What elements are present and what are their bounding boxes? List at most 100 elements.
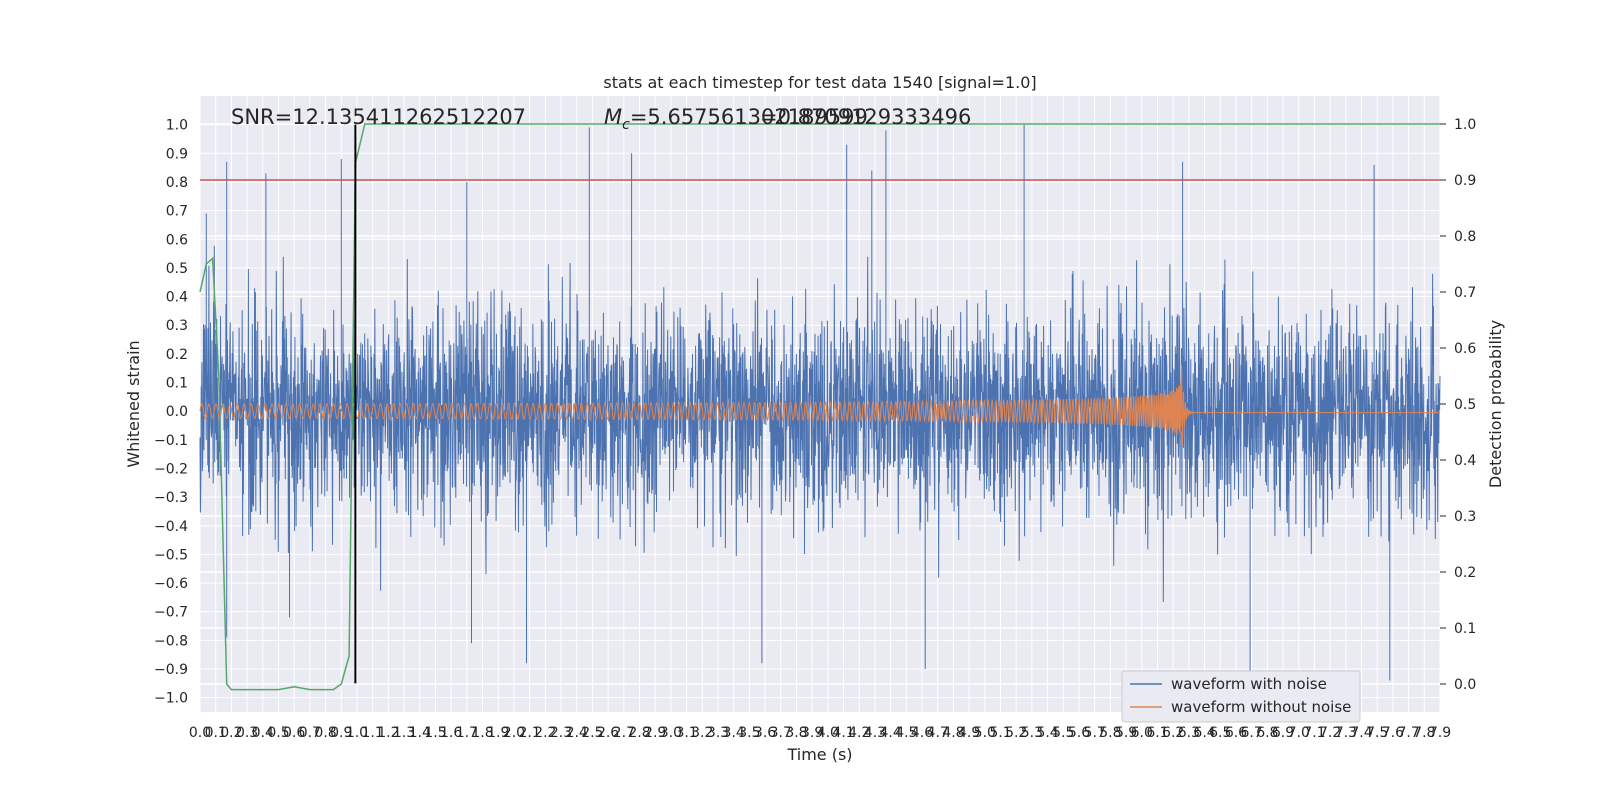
x-tick-label: 5.6 bbox=[1068, 725, 1090, 741]
x-tick-label: 0.5 bbox=[267, 725, 289, 741]
legend-box bbox=[1121, 670, 1361, 723]
x-tick-label: 7.1 bbox=[1303, 725, 1325, 741]
x-tick-label: 7.3 bbox=[1335, 725, 1357, 741]
x-tick-label: 5.9 bbox=[1115, 725, 1137, 741]
x-tick-label: 4.1 bbox=[832, 725, 854, 741]
y2-tick-label: 0.8 bbox=[1454, 229, 1476, 245]
y-tick-label: 0.8 bbox=[166, 175, 188, 191]
x-tick-label: 1.8 bbox=[471, 725, 493, 741]
x-tick-label: 3.2 bbox=[691, 725, 713, 741]
y2-tick-label: 0.0 bbox=[1454, 677, 1476, 693]
y-tick-label: 0.5 bbox=[166, 261, 188, 277]
x-tick-label: 3.7 bbox=[770, 725, 792, 741]
x-tick-label: 2.3 bbox=[550, 725, 572, 741]
x-tick-label: 4.0 bbox=[817, 725, 839, 741]
x-tick-label: 3.8 bbox=[785, 725, 807, 741]
legend: waveform with noise waveform without noi… bbox=[1121, 670, 1361, 723]
x-tick-label: 4.8 bbox=[942, 725, 964, 741]
x-tick-label: 7.0 bbox=[1288, 725, 1310, 741]
x-tick-label: 4.9 bbox=[958, 725, 980, 741]
y-tick-label: −0.6 bbox=[154, 576, 188, 592]
x-tick-label: 2.4 bbox=[566, 725, 588, 741]
x-tick-label: 5.2 bbox=[1005, 725, 1027, 741]
x-tick-label: 1.7 bbox=[456, 725, 478, 741]
y-tick-label: 0.2 bbox=[166, 347, 188, 363]
x-tick-label: 6.7 bbox=[1241, 725, 1263, 741]
x-tick-label: 7.8 bbox=[1413, 725, 1435, 741]
y-axis-label: Whitened strain bbox=[124, 340, 143, 467]
x-tick-label: 4.5 bbox=[895, 725, 917, 741]
y-tick-label: 0.0 bbox=[166, 404, 188, 420]
legend-label-with-noise: waveform with noise bbox=[1171, 675, 1327, 693]
x-tick-label: 1.1 bbox=[362, 725, 384, 741]
x-axis-ticks: 0.00.10.20.30.40.50.60.70.80.91.01.11.21… bbox=[189, 725, 1451, 741]
series-waveform-with-noise bbox=[199, 124, 1441, 681]
x-tick-label: 0.9 bbox=[330, 725, 352, 741]
x-tick-label: 3.9 bbox=[801, 725, 823, 741]
x-tick-label: 3.3 bbox=[707, 725, 729, 741]
x-tick-label: 1.9 bbox=[487, 725, 509, 741]
y-tick-label: −1.0 bbox=[154, 691, 188, 707]
x-tick-label: 0.6 bbox=[283, 725, 305, 741]
x-tick-label: 1.2 bbox=[377, 725, 399, 741]
x-tick-label: 6.2 bbox=[1162, 725, 1184, 741]
x-tick-label: 4.3 bbox=[864, 725, 886, 741]
x-tick-label: 0.3 bbox=[236, 725, 258, 741]
x-tick-label: 6.1 bbox=[1146, 725, 1168, 741]
x-tick-label: 4.7 bbox=[927, 725, 949, 741]
x-tick-label: 6.5 bbox=[1209, 725, 1231, 741]
y2-tick-label: 0.2 bbox=[1454, 565, 1476, 581]
x-tick-label: 2.1 bbox=[518, 725, 540, 741]
y2-tick-label: 0.6 bbox=[1454, 341, 1476, 357]
x-tick-label: 7.4 bbox=[1350, 725, 1372, 741]
y-tick-label: 0.9 bbox=[166, 146, 188, 162]
x-tick-label: 7.5 bbox=[1366, 725, 1388, 741]
x-tick-label: 7.2 bbox=[1319, 725, 1341, 741]
x-tick-label: 0.8 bbox=[314, 725, 336, 741]
y2-tick-label: 0.4 bbox=[1454, 453, 1476, 469]
x-tick-label: 6.3 bbox=[1178, 725, 1200, 741]
x-tick-label: 0.4 bbox=[252, 725, 274, 741]
y2-tick-label: 0.9 bbox=[1454, 173, 1476, 189]
x-tick-label: 1.0 bbox=[346, 725, 368, 741]
y2-axis-label: Detection probability bbox=[1486, 320, 1505, 488]
y-tick-label: −0.5 bbox=[154, 547, 188, 563]
y-tick-label: −0.1 bbox=[154, 433, 188, 449]
x-tick-label: 3.1 bbox=[675, 725, 697, 741]
chart-title: stats at each timestep for test data 154… bbox=[603, 73, 1036, 92]
series-detection-probability bbox=[199, 123, 1440, 691]
overlap-annotation: =0.8709129333496 bbox=[760, 105, 971, 129]
y-tick-label: −0.3 bbox=[154, 490, 188, 506]
x-tick-label: 7.7 bbox=[1397, 725, 1419, 741]
x-tick-label: 2.8 bbox=[628, 725, 650, 741]
x-tick-label: 5.3 bbox=[1021, 725, 1043, 741]
y-tick-label: −0.4 bbox=[154, 519, 188, 535]
x-tick-label: 5.1 bbox=[989, 725, 1011, 741]
x-tick-label: 2.7 bbox=[613, 725, 635, 741]
mc-annotation: Mc=5.657561302189599 bbox=[604, 105, 868, 133]
x-tick-label: 3.0 bbox=[660, 725, 682, 741]
x-tick-label: 7.9 bbox=[1429, 725, 1451, 741]
y-tick-label: 0.4 bbox=[166, 290, 188, 306]
x-tick-label: 5.0 bbox=[974, 725, 996, 741]
x-tick-label: 1.3 bbox=[393, 725, 415, 741]
x-tick-label: 0.7 bbox=[299, 725, 321, 741]
x-axis-label: Time (s) bbox=[786, 745, 852, 764]
series-waveform-without-noise bbox=[199, 364, 1440, 445]
x-tick-label: 2.2 bbox=[534, 725, 556, 741]
y2-tick-label: 1.0 bbox=[1454, 117, 1476, 133]
x-tick-label: 5.5 bbox=[1052, 725, 1074, 741]
y-tick-label: 0.3 bbox=[166, 318, 188, 334]
x-tick-label: 1.4 bbox=[409, 725, 431, 741]
y-tick-label: 1.0 bbox=[166, 118, 188, 134]
x-tick-label: 7.6 bbox=[1382, 725, 1404, 741]
y-tick-label: −0.9 bbox=[154, 662, 188, 678]
y-tick-label: −0.2 bbox=[154, 461, 188, 477]
x-tick-label: 6.6 bbox=[1225, 725, 1247, 741]
y-tick-label: 0.1 bbox=[166, 376, 188, 392]
snr-annotation: SNR=12.135411262512207 bbox=[231, 105, 526, 129]
x-tick-label: 2.6 bbox=[597, 725, 619, 741]
legend-label-without-noise: waveform without noise bbox=[1171, 698, 1351, 716]
x-tick-label: 3.5 bbox=[738, 725, 760, 741]
